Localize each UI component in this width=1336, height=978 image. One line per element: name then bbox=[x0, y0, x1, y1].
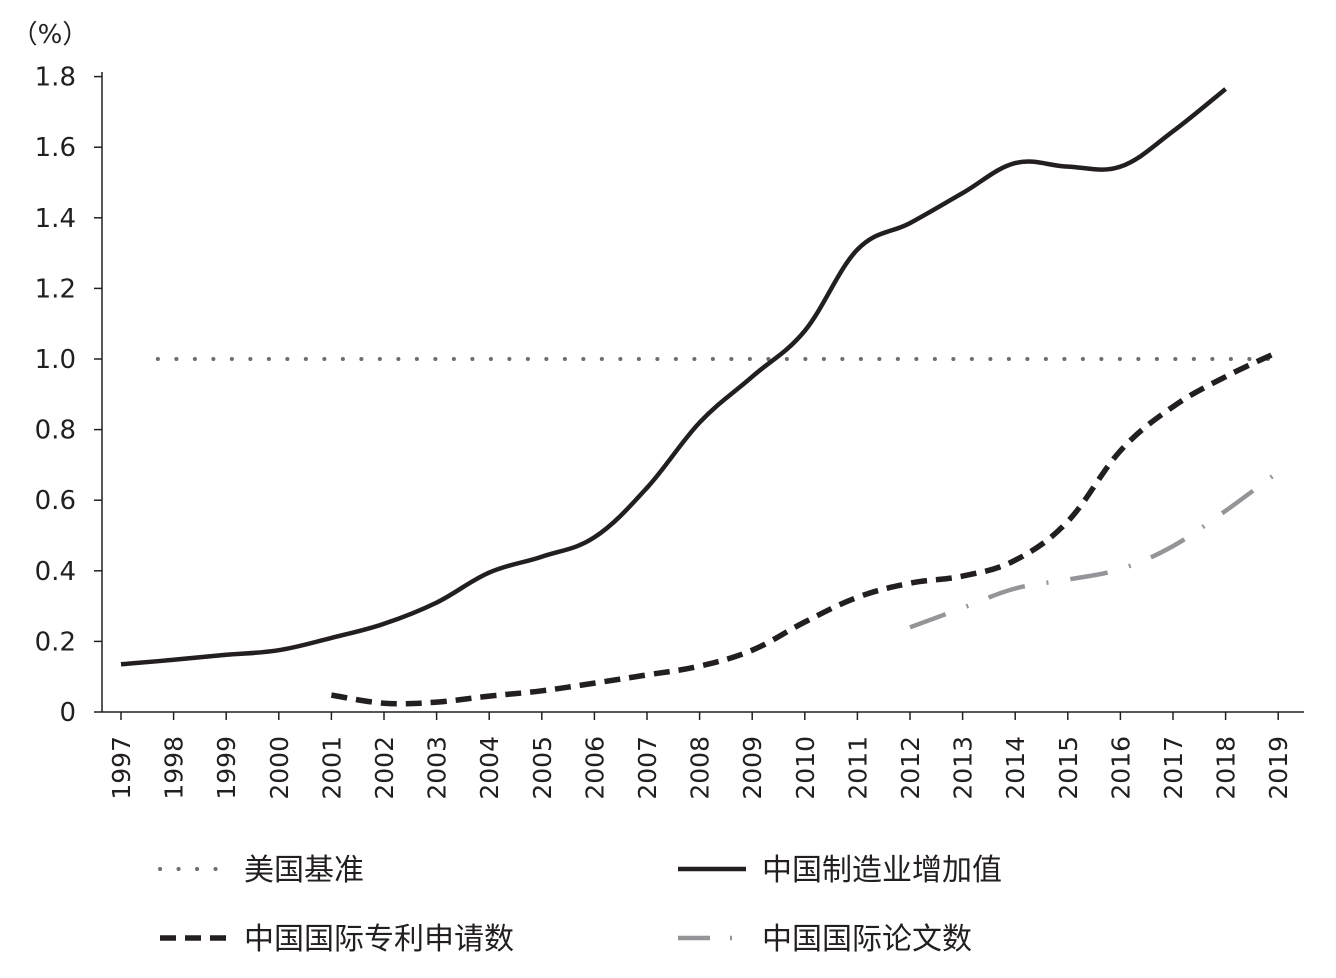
series-line-intl-papers bbox=[909, 470, 1280, 630]
legend-label-us-benchmark: 美国基准 bbox=[244, 853, 364, 888]
x-tick-label: 2012 bbox=[896, 736, 925, 800]
y-tick-label: 0 bbox=[59, 698, 76, 728]
y-tick-label: 0.2 bbox=[35, 627, 76, 657]
series-line-manufacturing-value-added bbox=[120, 87, 1228, 667]
y-tick-label: 1.8 bbox=[35, 63, 76, 93]
x-tick-label: 2017 bbox=[1159, 736, 1188, 800]
y-axis-unit-label: （%） bbox=[12, 20, 89, 50]
x-tick-label: 2003 bbox=[423, 736, 452, 800]
series-line-intl-patent-applications bbox=[330, 349, 1280, 707]
legend-label-intl-patent-applications: 中国国际专利申请数 bbox=[244, 922, 514, 957]
x-tick-label: 2001 bbox=[317, 736, 346, 800]
x-tick-label: 2019 bbox=[1264, 736, 1293, 800]
y-tick-label: 1.4 bbox=[35, 204, 76, 234]
y-tick-label: 0.6 bbox=[35, 486, 76, 516]
series-layer bbox=[120, 87, 1281, 707]
x-tick-label: 1999 bbox=[212, 736, 241, 800]
x-tick-label: 2006 bbox=[580, 736, 609, 800]
y-tick-label: 1.0 bbox=[35, 345, 76, 375]
y-tick-label: 1.2 bbox=[35, 274, 76, 304]
x-tick-label: 2016 bbox=[1106, 736, 1135, 800]
x-tick-label: 2014 bbox=[1001, 736, 1030, 800]
x-tick-label: 2008 bbox=[686, 736, 715, 800]
x-tick-label: 2007 bbox=[633, 736, 662, 800]
x-tick-label: 2004 bbox=[475, 736, 504, 800]
legend-label-manufacturing-value-added: 中国制造业增加值 bbox=[762, 853, 1002, 888]
y-tick-label: 0.4 bbox=[35, 557, 76, 587]
x-tick-label: 2018 bbox=[1212, 736, 1241, 800]
x-tick-label: 1997 bbox=[107, 736, 136, 800]
legend-label-intl-papers: 中国国际论文数 bbox=[762, 922, 972, 957]
y-tick-label: 0.8 bbox=[35, 416, 76, 446]
y-tick-label: 1.6 bbox=[35, 133, 76, 163]
axes: 0 0.2 0.4 0.6 0.8 1.0 1.2 1.4 1.6 1.8 1997 1998 1999… bbox=[35, 63, 1304, 800]
x-tick-label: 1998 bbox=[160, 736, 189, 800]
x-tick-label: 2013 bbox=[949, 736, 978, 800]
x-tick-label: 2009 bbox=[738, 736, 767, 800]
x-tick-label: 2002 bbox=[370, 736, 399, 800]
x-tick-label: 2011 bbox=[843, 736, 872, 800]
x-tick-label: 2005 bbox=[528, 736, 557, 800]
x-tick-label: 2015 bbox=[1054, 736, 1083, 800]
x-tick-label: 2000 bbox=[265, 736, 294, 800]
x-tick-label: 2010 bbox=[791, 736, 820, 800]
